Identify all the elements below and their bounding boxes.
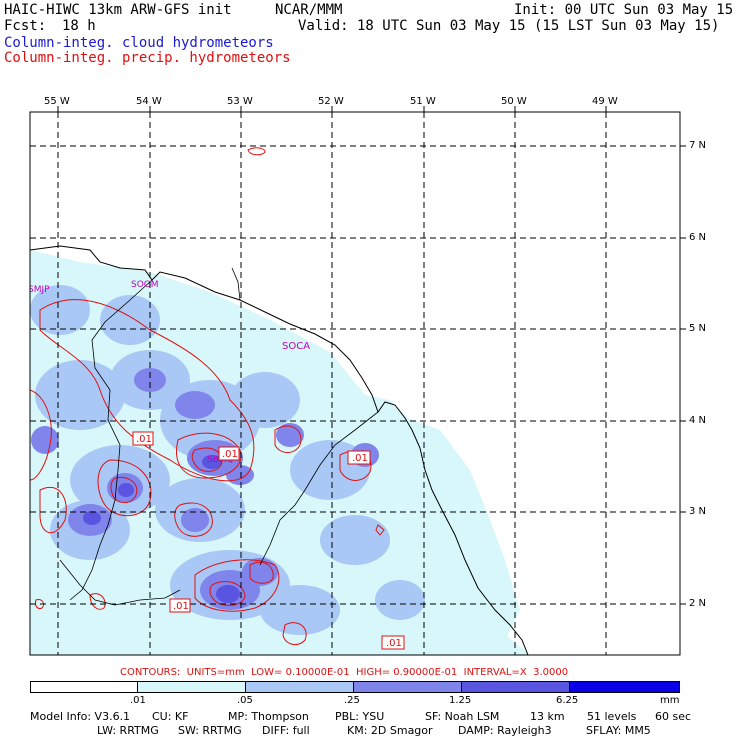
contour-label: .01 (222, 449, 238, 460)
station-label: SOCA (282, 341, 310, 352)
border-line (69, 279, 153, 601)
border-line (259, 411, 379, 566)
lon-label: 50 W (501, 96, 527, 107)
colorbar-tick: .01 (130, 695, 146, 706)
lat-label: 5 N (689, 323, 707, 334)
border-line (59, 559, 181, 606)
colorbar-tick: 1.25 (449, 695, 472, 706)
lat-label: 4 N (689, 415, 707, 426)
contours-info: CONTOURS: UNITS=mm LOW= 0.10000E-01 HIGH… (120, 667, 569, 678)
fcst-value: 18 h (62, 18, 96, 34)
colorbar-segment (569, 682, 679, 692)
sflay-scheme: SFLAY: MM5 (586, 724, 651, 737)
org-label: NCAR/MMM (275, 2, 343, 18)
lw-scheme: LW: RRTMG (97, 724, 159, 737)
colorbar-tick: .05 (237, 695, 253, 706)
border-line (231, 267, 241, 301)
station-label: SOGM (131, 280, 159, 290)
lon-label: 52 W (318, 96, 344, 107)
field1-label: Column-integ. cloud hydrometeors (4, 35, 274, 51)
map-frame (29, 111, 681, 656)
lon-label: 49 W (592, 96, 618, 107)
colorbar-segment (461, 682, 569, 692)
valid-time: Valid: 18 UTC Sun 03 May 15 (15 LST Sun … (298, 18, 720, 34)
levels: 51 levels (587, 710, 637, 723)
station-label: SMJP (28, 285, 50, 295)
lon-ticks (57, 106, 607, 112)
hydrometeor-field: SMJP SOGM SOCA SBMQ .01 .01 .01 .01 .01 (28, 112, 680, 655)
mp-scheme: MP: Thompson (228, 710, 309, 723)
lat-ticks (680, 145, 686, 605)
cloud-light-region (400, 415, 520, 640)
plot-title: HAIC-HIWC 13km ARW-GFS init (4, 2, 232, 18)
km-scheme: KM: 2D Smagor (347, 724, 433, 737)
contour-label: .01 (173, 601, 189, 612)
colorbar-segment (353, 682, 461, 692)
lat-lon-grid (30, 112, 680, 655)
lon-label: 55 W (44, 96, 70, 107)
contour-label: .01 (352, 453, 368, 464)
lat-label: 2 N (689, 598, 707, 609)
colorbar (30, 681, 680, 693)
colorbar-segment (245, 682, 353, 692)
pbl-scheme: PBL: YSU (335, 710, 385, 723)
cloud-deep-cores (83, 455, 240, 603)
cu-scheme: CU: KF (152, 710, 189, 723)
sw-scheme: SW: RRTMG (178, 724, 242, 737)
colorbar-segment (31, 682, 137, 692)
lat-label: 6 N (689, 232, 707, 243)
fcst-label: Fcst: (4, 18, 47, 34)
lon-label: 53 W (227, 96, 253, 107)
sf-scheme: SF: Noah LSM (425, 710, 500, 723)
colorbar-tick: 6.25 (556, 695, 579, 706)
contour-label: .01 (136, 434, 152, 445)
field2-label: Column-integ. precip. hydrometeors (4, 50, 291, 66)
damp-scheme: DAMP: Rayleigh3 (458, 724, 552, 737)
model-version: Model Info: V3.6.1 (30, 710, 131, 723)
colorbar-tick: .25 (344, 695, 360, 706)
contour-label-boxes: .01 .01 .01 .01 .01 (132, 431, 405, 650)
contour-label: .01 (386, 638, 402, 649)
colorbar-unit: mm (660, 695, 680, 706)
lat-label: 7 N (689, 140, 707, 151)
coastline (30, 245, 529, 655)
init-time: Init: 00 UTC Sun 03 May 15 (514, 2, 734, 18)
lat-label: 3 N (689, 506, 707, 517)
colorbar-segment (137, 682, 245, 692)
lon-label: 51 W (410, 96, 436, 107)
timestep: 60 sec (655, 710, 692, 723)
lon-label: 54 W (136, 96, 162, 107)
diff-scheme: DIFF: full (262, 724, 310, 737)
resolution: 13 km (530, 710, 565, 723)
